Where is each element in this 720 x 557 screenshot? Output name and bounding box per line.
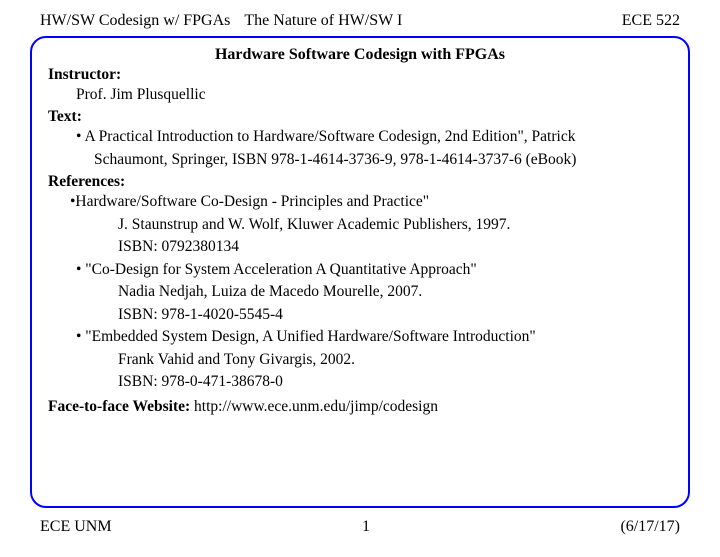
references-label: References: xyxy=(48,173,672,191)
header-left: HW/SW Codesign w/ FPGAs The Nature of HW… xyxy=(40,12,402,30)
instructor-label: Instructor: xyxy=(48,66,672,84)
ref3-author: Frank Vahid and Tony Givargis, 2002. xyxy=(118,349,672,371)
ref3-isbn: ISBN: 978-0-471-38678-0 xyxy=(118,371,672,393)
header-course: HW/SW Codesign w/ FPGAs xyxy=(40,12,230,30)
slide-title: Hardware Software Codesign with FPGAs xyxy=(48,46,672,64)
ref3-title: • "Embedded System Design, A Unified Har… xyxy=(76,326,672,348)
header-code: ECE 522 xyxy=(622,12,680,30)
text-line1: • A Practical Introduction to Hardware/S… xyxy=(76,126,672,148)
website-label: Face-to-face Website: xyxy=(48,398,194,415)
footer-date: (6/17/17) xyxy=(620,518,680,536)
ref2-author: Nadia Nedjah, Luiza de Macedo Mourelle, … xyxy=(118,281,672,303)
website-url: http://www.ece.unm.edu/jimp/codesign xyxy=(194,398,438,415)
footer-page: 1 xyxy=(362,518,370,536)
ref1-isbn: ISBN: 0792380134 xyxy=(118,236,672,258)
content-box: Hardware Software Codesign with FPGAs In… xyxy=(30,36,690,508)
website-row: Face-to-face Website: http://www.ece.unm… xyxy=(48,396,672,418)
text-line2: Schaumont, Springer, ISBN 978-1-4614-373… xyxy=(94,149,672,171)
text-label: Text: xyxy=(48,108,672,126)
ref2-isbn: ISBN: 978-1-4020-5545-4 xyxy=(118,304,672,326)
instructor-name: Prof. Jim Plusquellic xyxy=(76,84,672,106)
ref1-author: J. Staunstrup and W. Wolf, Kluwer Academ… xyxy=(118,214,672,236)
ref1-title: •Hardware/Software Co-Design - Principle… xyxy=(70,191,672,213)
slide-page: HW/SW Codesign w/ FPGAs The Nature of HW… xyxy=(0,0,720,557)
ref2-title: • "Co-Design for System Acceleration A Q… xyxy=(76,259,672,281)
footer-row: ECE UNM 1 (6/17/17) xyxy=(30,518,690,536)
footer-left: ECE UNM xyxy=(40,518,112,536)
header-row: HW/SW Codesign w/ FPGAs The Nature of HW… xyxy=(30,12,690,30)
header-topic: The Nature of HW/SW I xyxy=(244,12,402,30)
